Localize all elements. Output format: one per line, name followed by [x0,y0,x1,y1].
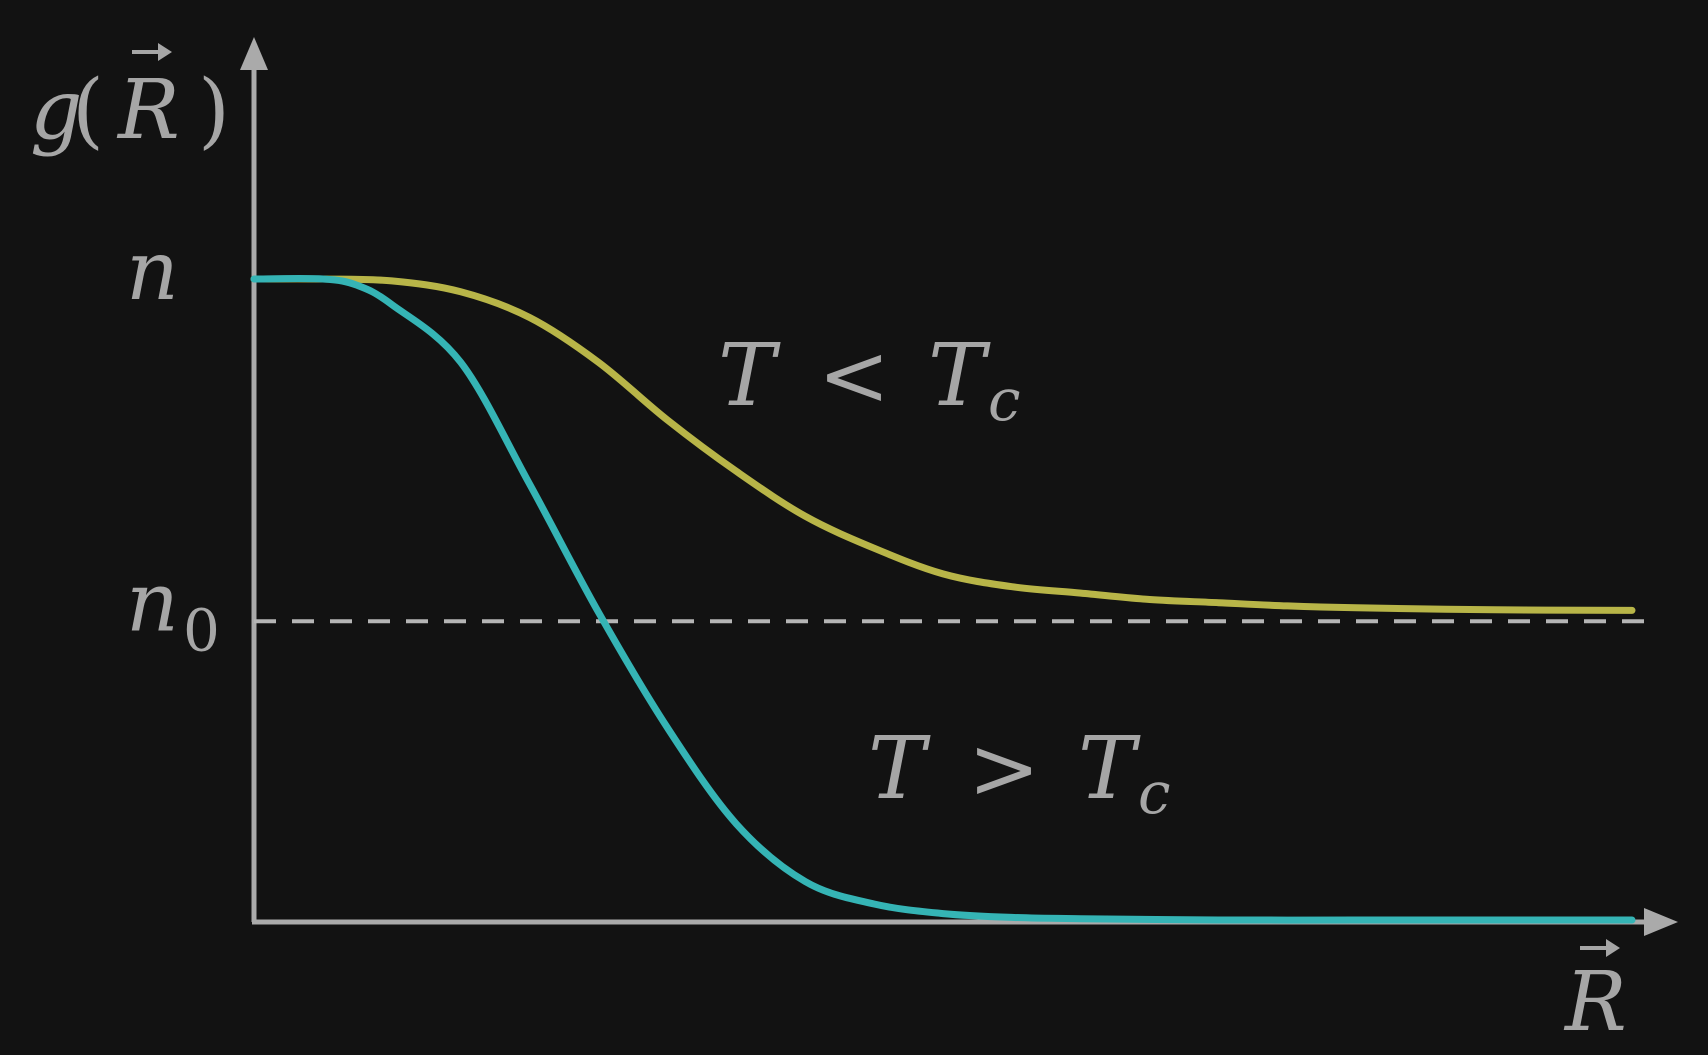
series-label-sub: c [1138,759,1170,827]
y-axis-label-func: g [30,63,83,158]
y-tick-label-n0-base: n [126,555,179,650]
series-label-left: T [718,326,781,426]
y-tick-label-n0-sub: 0 [183,596,220,664]
series-label-op: > [968,719,1040,819]
y-tick-n: n [126,224,179,319]
y-axis-label-close-paren: ) [198,63,230,158]
y-tick-n0: n 0 [126,555,220,664]
series-label-right: T [928,326,991,426]
series-line-t-greater-tc [250,275,1636,924]
y-tick-label-n: n [126,224,179,319]
x-axis-label-text: R [1563,955,1627,1050]
x-axis-label: R [1563,939,1627,1050]
series-label-op: < [818,326,890,426]
series-line-t-less-tc [250,275,1636,614]
y-axis-label-open-paren: ( [72,63,104,158]
y-axis-label: g ( R ) [30,43,230,158]
series-label-left: T [868,719,931,819]
series-label-sub: c [988,366,1020,434]
series-label-t-greater-tc: T > T c [868,719,1170,827]
series-label-right: T [1078,719,1141,819]
series-label-t-less-tc: T < T c [718,326,1020,434]
x-axis-arrow [1644,908,1678,936]
y-axis-label-arg: R [116,63,180,158]
y-axis-arrow [240,37,268,70]
vector-arrow-icon [132,43,172,61]
vector-arrow-icon [1580,939,1620,957]
